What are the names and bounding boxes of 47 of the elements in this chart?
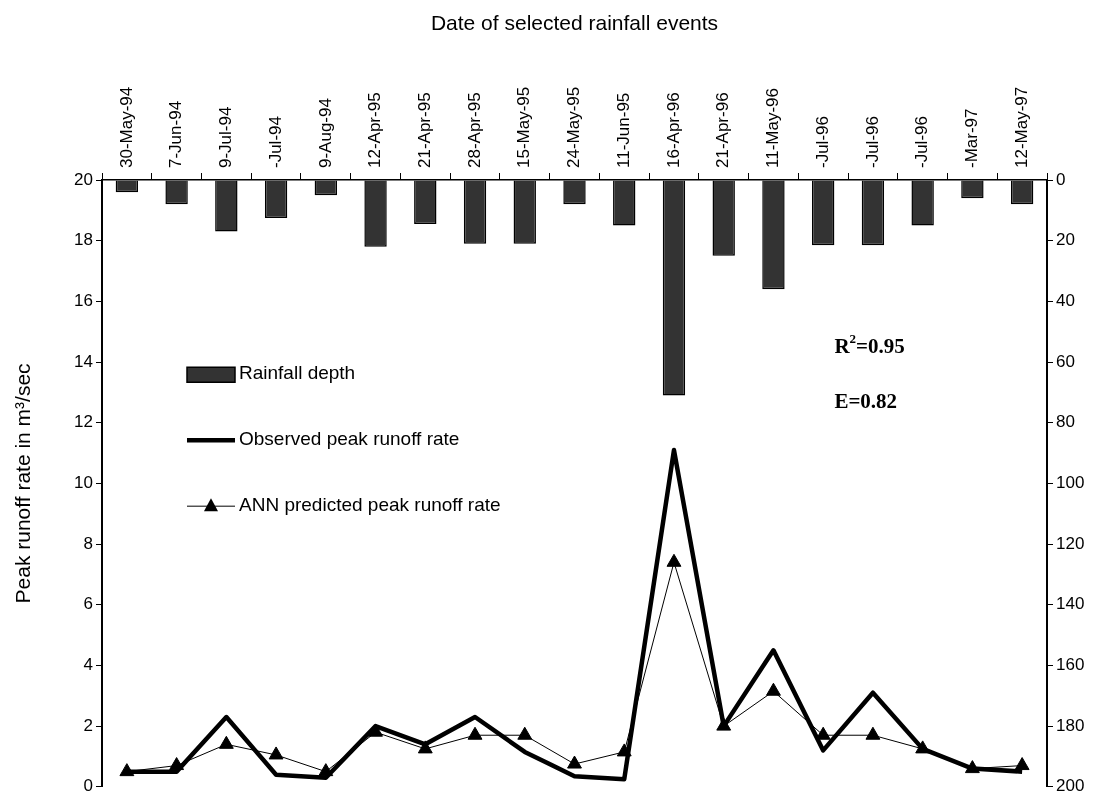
y2-tick-label: 0 xyxy=(1056,169,1066,189)
y-tick-label: 18 xyxy=(74,230,93,250)
y2-tick-label: 20 xyxy=(1056,230,1075,250)
x-tick-label: -Jul-96 xyxy=(862,116,882,168)
y-tick-label: 8 xyxy=(83,533,93,553)
x-tick-label: 11-May-96 xyxy=(763,88,783,168)
x-tick-label: 12-May-97 xyxy=(1011,86,1031,168)
x-tick-label: -Mar-97 xyxy=(962,108,982,168)
y-tick-label: 14 xyxy=(74,351,93,371)
x-tick-label: 24-May-95 xyxy=(564,86,584,168)
y2-tick-label: 100 xyxy=(1056,473,1085,493)
x-tick-label: -Jul-96 xyxy=(912,116,932,168)
y2-tick-label: 180 xyxy=(1056,715,1085,735)
x-axis-title: Date of selected rainfall events xyxy=(430,11,719,35)
y2-tick-label: 80 xyxy=(1056,412,1075,432)
x-tick-label: -Jul-96 xyxy=(812,116,832,168)
y-tick-label: 0 xyxy=(83,776,93,796)
y-tick-label: 20 xyxy=(74,169,93,189)
annotation: E=0.82 xyxy=(834,388,898,413)
x-tick-label: -Jul-94 xyxy=(265,116,285,168)
y-tick-label: 10 xyxy=(74,473,93,493)
legend-label: ANN predicted peak runoff rate xyxy=(239,494,501,516)
y2-tick-label: 120 xyxy=(1056,533,1085,553)
y-tick-label: 16 xyxy=(74,291,93,311)
legend-label: Observed peak runoff rate xyxy=(239,428,460,450)
x-tick-label: 7-Jun-94 xyxy=(166,100,186,168)
x-tick-label: 12-Apr-95 xyxy=(365,92,385,168)
y-tick-label: 4 xyxy=(83,655,93,675)
y2-tick-label: 40 xyxy=(1056,291,1075,311)
y-tick-label: 12 xyxy=(74,412,93,432)
x-tick-label: 15-May-95 xyxy=(514,86,534,168)
x-tick-label: 30-May-94 xyxy=(116,86,136,168)
x-tick-label: 21-Apr-96 xyxy=(713,92,733,168)
x-tick-label: 9-Jul-94 xyxy=(216,106,236,168)
x-tick-label: 11-Jun-95 xyxy=(613,92,633,168)
y2-tick-label: 60 xyxy=(1056,351,1075,371)
y-tick-label: 6 xyxy=(83,594,93,614)
y2-tick-label: 140 xyxy=(1056,594,1085,614)
y2-tick-label: 160 xyxy=(1056,655,1085,675)
y-tick-label: 2 xyxy=(83,715,93,735)
x-tick-label: 21-Apr-95 xyxy=(414,92,434,168)
x-tick-label: 9-Aug-94 xyxy=(315,98,335,168)
y-axis-title: Peak runoff rate in m³/sec xyxy=(11,363,35,604)
y2-tick-label: 200 xyxy=(1056,776,1085,796)
x-tick-label: 28-Apr-95 xyxy=(464,92,484,168)
x-tick-label: 16-Apr-96 xyxy=(663,92,683,168)
legend-label: Rainfall depth xyxy=(239,362,356,384)
